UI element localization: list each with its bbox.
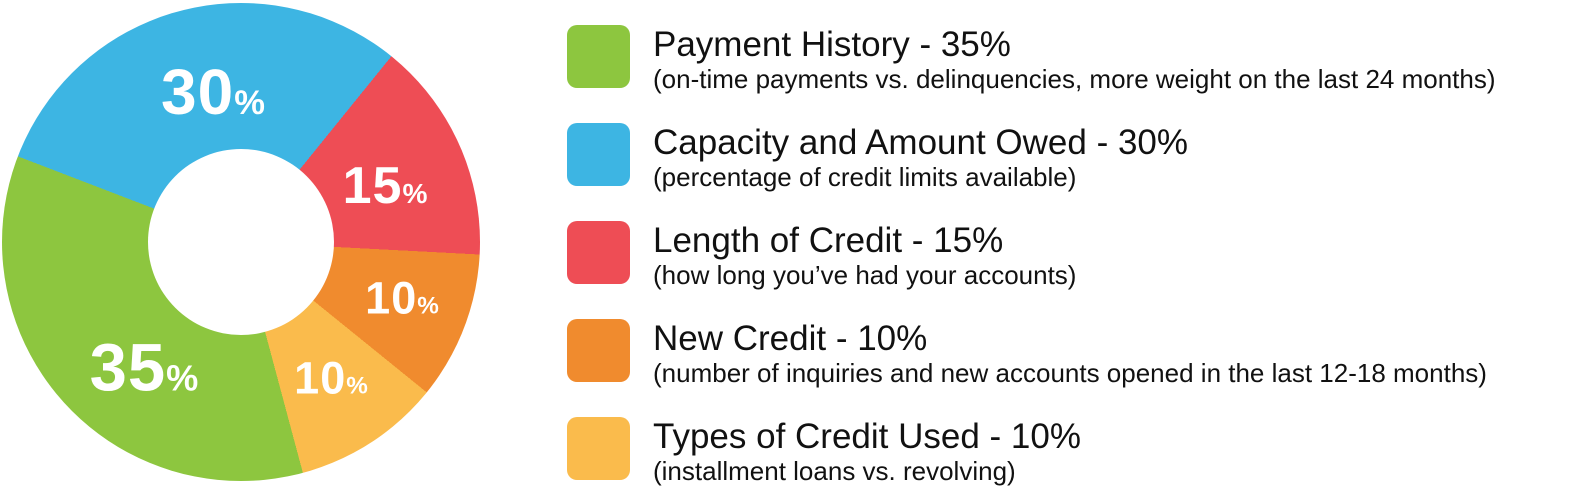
legend-swatch-green <box>567 25 630 88</box>
percent-sign: % <box>234 84 265 122</box>
slice-label-value: 15 <box>342 157 403 215</box>
legend-title: Capacity and Amount Owed - 30% <box>653 123 1189 162</box>
donut-chart-area: 30% 15% 10% 10% 35% <box>0 0 495 491</box>
legend-swatch-yellow <box>567 417 630 480</box>
legend-text: Capacity and Amount Owed - 30% (percenta… <box>653 123 1188 191</box>
legend-text: Payment History - 35% (on-time payments … <box>653 25 1496 93</box>
legend-item-types-of-credit: Types of Credit Used - 10% (installment … <box>567 417 1496 485</box>
slice-label-payment-history: 35% <box>90 335 199 402</box>
legend-title: Types of Credit Used - 10% <box>653 417 1081 456</box>
legend-item-payment-history: Payment History - 35% (on-time payments … <box>567 25 1496 93</box>
legend-item-new-credit: New Credit - 10% (number of inquiries an… <box>567 319 1496 387</box>
legend-title: Length of Credit - 15% <box>653 221 1004 260</box>
legend-title: New Credit - 10% <box>653 319 928 358</box>
slice-label-length: 15% <box>343 160 428 212</box>
legend-text: Length of Credit - 15% (how long you’ve … <box>653 221 1076 289</box>
slice-label-value: 10 <box>294 352 347 404</box>
legend-swatch-orange <box>567 319 630 382</box>
slice-label-value: 10 <box>365 272 418 324</box>
percent-sign: % <box>417 292 439 320</box>
legend-title: Payment History - 35% <box>653 25 1011 64</box>
slice-label-value: 35 <box>89 330 167 406</box>
legend-swatch-red <box>567 221 630 284</box>
donut-hole <box>148 149 334 335</box>
percent-sign: % <box>166 357 199 399</box>
slice-label-types: 10% <box>294 356 368 401</box>
legend-subtitle: (number of inquiries and new accounts op… <box>653 358 1487 388</box>
legend-subtitle: (installment loans vs. revolving) <box>653 456 1016 486</box>
legend-subtitle: (on-time payments vs. delinquencies, mor… <box>653 64 1496 94</box>
legend-item-length-of-credit: Length of Credit - 15% (how long you’ve … <box>567 221 1496 289</box>
legend-text: New Credit - 10% (number of inquiries an… <box>653 319 1487 387</box>
slice-label-capacity: 30% <box>161 60 265 124</box>
slice-label-value: 30 <box>161 56 235 128</box>
legend-subtitle: (percentage of credit limits available) <box>653 162 1077 192</box>
legend-item-capacity: Capacity and Amount Owed - 30% (percenta… <box>567 123 1496 191</box>
legend: Payment History - 35% (on-time payments … <box>567 25 1496 485</box>
legend-text: Types of Credit Used - 10% (installment … <box>653 417 1081 485</box>
percent-sign: % <box>402 178 428 209</box>
percent-sign: % <box>346 372 368 400</box>
legend-swatch-blue <box>567 123 630 186</box>
slice-label-new-credit: 10% <box>365 276 439 321</box>
legend-subtitle: (how long you’ve had your accounts) <box>653 260 1077 290</box>
